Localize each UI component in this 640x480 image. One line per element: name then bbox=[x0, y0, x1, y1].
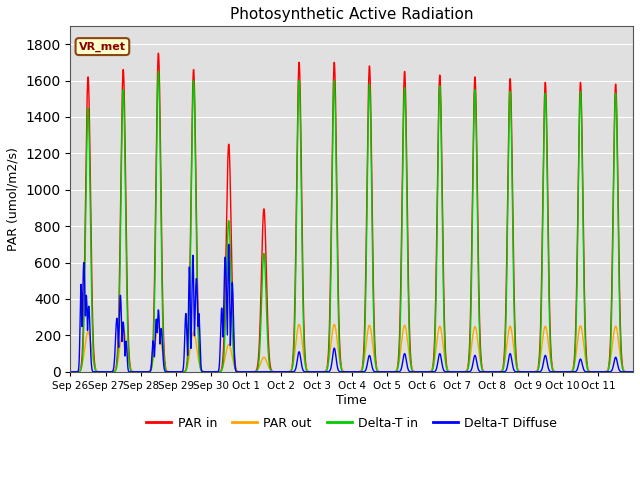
Title: Photosynthetic Active Radiation: Photosynthetic Active Radiation bbox=[230, 7, 474, 22]
X-axis label: Time: Time bbox=[337, 394, 367, 407]
Y-axis label: PAR (umol/m2/s): PAR (umol/m2/s) bbox=[7, 147, 20, 251]
Text: VR_met: VR_met bbox=[79, 41, 126, 52]
Legend: PAR in, PAR out, Delta-T in, Delta-T Diffuse: PAR in, PAR out, Delta-T in, Delta-T Dif… bbox=[141, 412, 562, 435]
